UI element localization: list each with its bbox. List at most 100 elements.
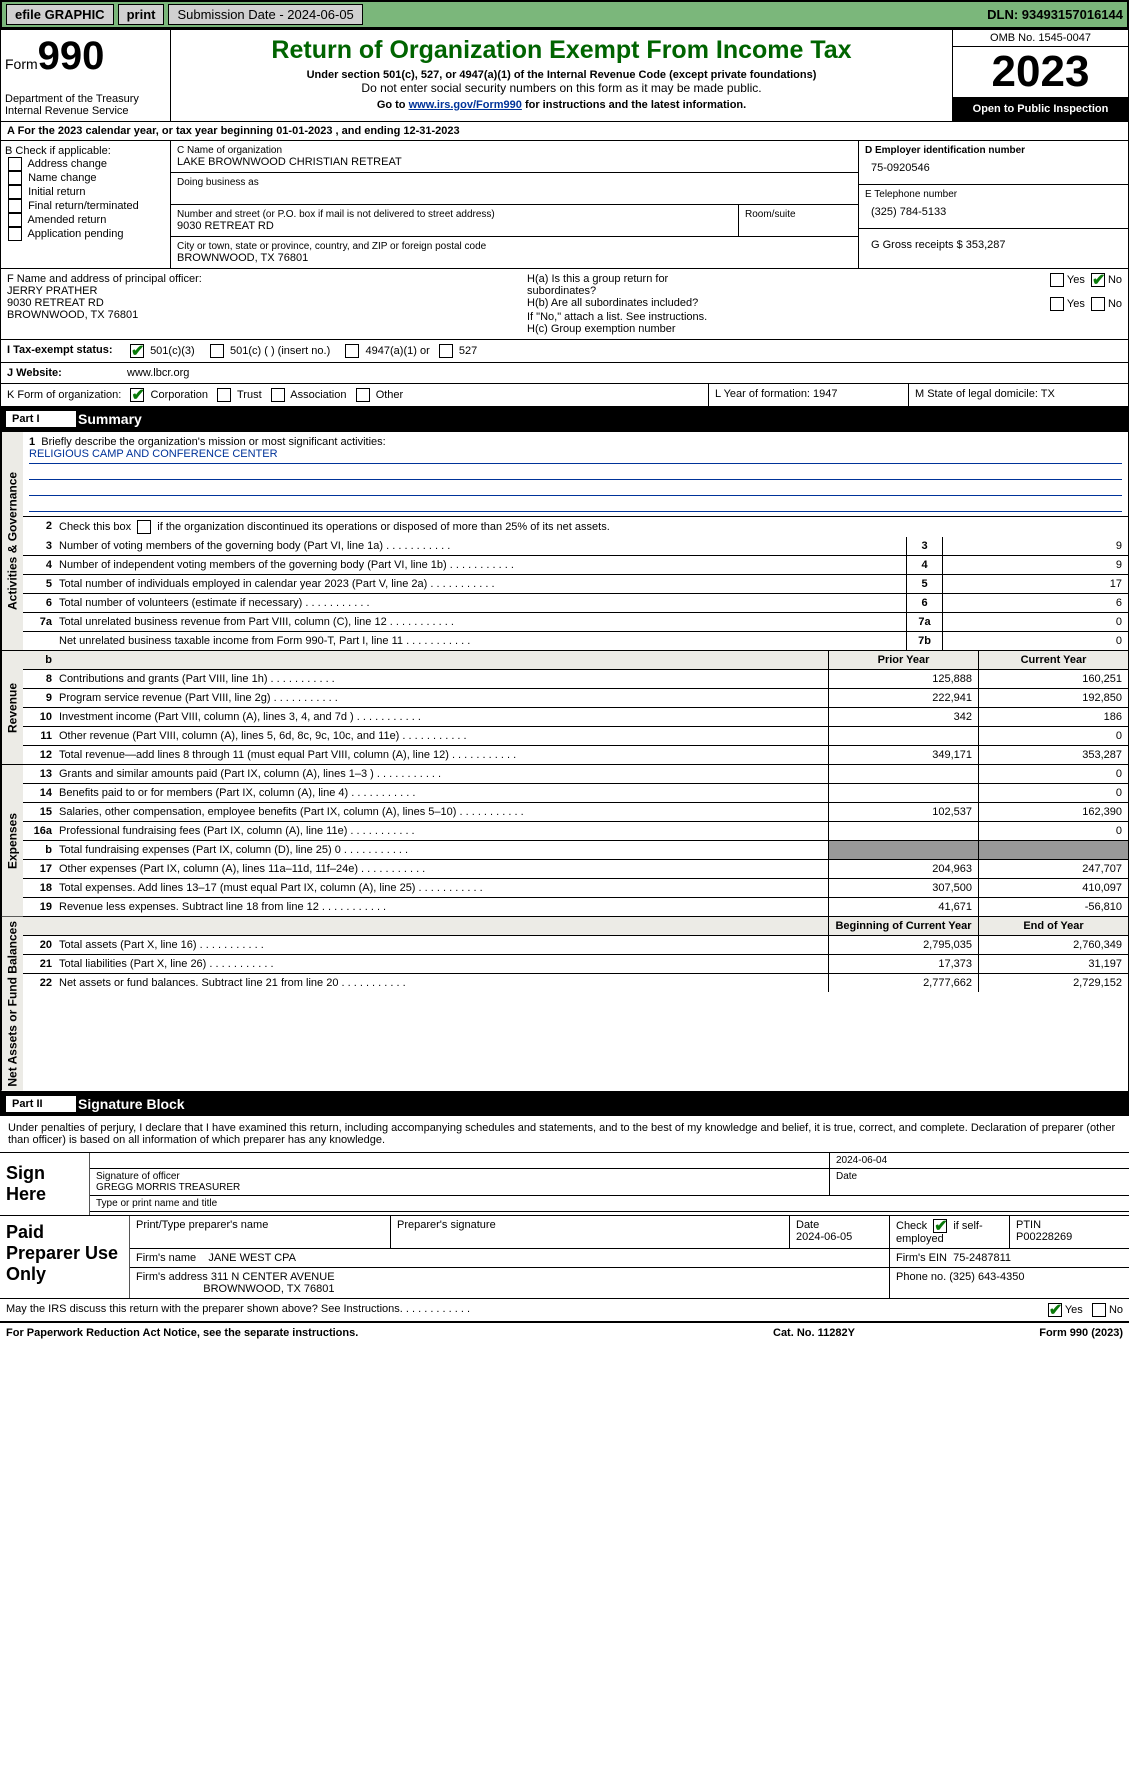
cb-assoc[interactable] (271, 388, 285, 402)
cb-trust[interactable] (217, 388, 231, 402)
col-end-year: End of Year (978, 917, 1128, 935)
subtitle-2: Do not enter social security numbers on … (179, 81, 944, 95)
prep-check-label: Check (896, 1220, 927, 1232)
cb-app-pending[interactable] (8, 227, 22, 241)
cb-hb-yes[interactable] (1050, 297, 1064, 311)
top-bar: efile GRAPHIC print Submission Date - 20… (0, 0, 1129, 29)
website-label: J Website: (7, 367, 127, 379)
subtitle-3: Go to www.irs.gov/Form990 for instructio… (179, 99, 944, 111)
goto-prefix: Go to (377, 99, 409, 111)
efile-label: efile GRAPHIC (6, 4, 114, 25)
lbl-4947: 4947(a)(1) or (366, 345, 430, 357)
subtitle-1: Under section 501(c), 527, or 4947(a)(1)… (179, 69, 944, 81)
omb-number: OMB No. 1545-0047 (953, 30, 1128, 47)
part-2-no: Part II (6, 1096, 76, 1112)
cb-527[interactable] (439, 344, 453, 358)
part-2-header: Part II Signature Block (0, 1092, 1129, 1116)
box-b: B Check if applicable: Address change Na… (1, 141, 171, 268)
officer-street: 9030 RETREAT RD (7, 297, 507, 309)
sig-date-label: Date (829, 1169, 1129, 1196)
cb-501c[interactable] (210, 344, 224, 358)
table-row: 21Total liabilities (Part X, line 26)17,… (23, 955, 1128, 974)
cb-initial-return[interactable] (8, 185, 22, 199)
q2-text: Check this box if the organization disco… (59, 521, 610, 533)
firm-name-label: Firm's name (136, 1252, 196, 1264)
street-label: Number and street (or P.O. box if mail i… (177, 209, 732, 220)
prep-name-label: Print/Type preparer's name (130, 1216, 390, 1249)
box-d-label: D Employer identification number (865, 145, 1122, 156)
ha-line1: H(a) Is this a group return for (527, 273, 1047, 285)
irs-link[interactable]: www.irs.gov/Form990 (409, 99, 522, 111)
cb-hb-no[interactable] (1091, 297, 1105, 311)
print-button[interactable]: print (118, 4, 165, 25)
officer-name: JERRY PRATHER (7, 285, 507, 297)
sig-officer-label: Signature of officer (96, 1171, 823, 1182)
year-formation: L Year of formation: 1947 (708, 384, 908, 406)
cb-self-employed[interactable] (933, 1219, 947, 1233)
box-h: H(a) Is this a group return for subordin… (507, 273, 1122, 335)
cb-amended-return[interactable] (8, 213, 22, 227)
cb-ha-yes[interactable] (1050, 273, 1064, 287)
cb-q2[interactable] (137, 520, 151, 534)
lbl-yes-2: Yes (1067, 298, 1085, 310)
col-beg-year: Beginning of Current Year (828, 917, 978, 935)
cb-501c3[interactable] (130, 344, 144, 358)
table-row: 4Number of independent voting members of… (23, 556, 1128, 575)
part-2-name: Signature Block (78, 1096, 185, 1112)
col-current-year: Current Year (978, 651, 1128, 669)
row-a-tax-year: A For the 2023 calendar year, or tax yea… (0, 122, 1129, 141)
table-row: 19Revenue less expenses. Subtract line 1… (23, 898, 1128, 916)
mission-text: RELIGIOUS CAMP AND CONFERENCE CENTER (29, 448, 1122, 464)
lbl-yes-3: Yes (1065, 1304, 1083, 1316)
lbl-no-2: No (1108, 298, 1122, 310)
table-row: 17Other expenses (Part IX, column (A), l… (23, 860, 1128, 879)
section-revenue: Revenue (1, 651, 23, 764)
cb-4947[interactable] (345, 344, 359, 358)
table-row: 11Other revenue (Part VIII, column (A), … (23, 727, 1128, 746)
part-1-name: Summary (78, 411, 142, 427)
sig-intro: Under penalties of perjury, I declare th… (0, 1116, 1129, 1153)
sig-officer-name: GREGG MORRIS TREASURER (96, 1182, 823, 1193)
cb-discuss-no[interactable] (1092, 1303, 1106, 1317)
box-f-label: F Name and address of principal officer: (7, 273, 507, 285)
lbl-no-3: No (1109, 1304, 1123, 1316)
form-word: Form (5, 56, 38, 72)
lbl-501c: 501(c) ( ) (insert no.) (230, 345, 330, 357)
cb-corp[interactable] (130, 388, 144, 402)
table-row: 18Total expenses. Add lines 13–17 (must … (23, 879, 1128, 898)
section-expenses: Expenses (1, 765, 23, 916)
tax-exempt-label: I Tax-exempt status: (7, 344, 127, 358)
lbl-initial-return: Initial return (28, 186, 85, 198)
hb-line2: If "No," attach a list. See instructions… (527, 311, 1122, 323)
prep-date: 2024-06-05 (796, 1231, 852, 1243)
goto-suffix: for instructions and the latest informat… (522, 99, 746, 111)
lbl-app-pending: Application pending (27, 228, 123, 240)
lbl-final-return: Final return/terminated (28, 200, 139, 212)
cb-ha-no[interactable] (1091, 273, 1105, 287)
q1-label: Briefly describe the organization's miss… (41, 436, 385, 448)
cb-discuss-yes[interactable] (1048, 1303, 1062, 1317)
firm-name: JANE WEST CPA (208, 1252, 296, 1264)
sig-date: 2024-06-04 (829, 1153, 1129, 1169)
box-f: F Name and address of principal officer:… (7, 273, 507, 335)
cb-other[interactable] (356, 388, 370, 402)
table-row: 13Grants and similar amounts paid (Part … (23, 765, 1128, 784)
sign-here: Sign Here (0, 1153, 90, 1215)
firm-ein-label: Firm's EIN (896, 1252, 947, 1264)
form-number: Form990 (5, 34, 166, 79)
lbl-yes: Yes (1067, 274, 1085, 286)
table-row: 5Total number of individuals employed in… (23, 575, 1128, 594)
lbl-no: No (1108, 274, 1122, 286)
footer-form: Form 990 (2023) (973, 1327, 1123, 1339)
firm-phone: Phone no. (325) 643-4350 (889, 1268, 1129, 1298)
public-inspection: Open to Public Inspection (953, 97, 1128, 121)
cb-name-change[interactable] (8, 171, 22, 185)
cb-address-change[interactable] (8, 157, 22, 171)
lbl-name-change: Name change (28, 172, 97, 184)
lbl-other: Other (376, 389, 404, 401)
dln: DLN: 93493157016144 (987, 7, 1123, 22)
col-prior-year: Prior Year (828, 651, 978, 669)
lbl-corp: Corporation (151, 389, 208, 401)
table-row: 14Benefits paid to or for members (Part … (23, 784, 1128, 803)
cb-final-return[interactable] (8, 199, 22, 213)
